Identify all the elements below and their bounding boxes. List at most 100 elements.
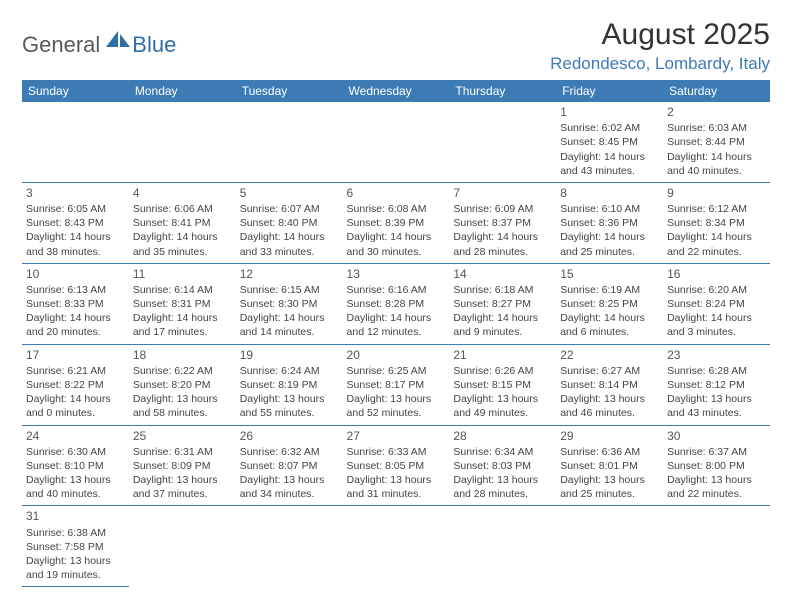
title-block: August 2025 Redondesco, Lombardy, Italy [550, 18, 770, 74]
calendar-day: 10Sunrise: 6:13 AMSunset: 8:33 PMDayligh… [22, 263, 129, 344]
calendar-day: 20Sunrise: 6:25 AMSunset: 8:17 PMDayligh… [343, 344, 450, 425]
calendar-day: 26Sunrise: 6:32 AMSunset: 8:07 PMDayligh… [236, 425, 343, 506]
day-number: 8 [560, 185, 659, 201]
day-info: Sunrise: 6:27 AMSunset: 8:14 PMDaylight:… [560, 364, 659, 421]
calendar-day: 28Sunrise: 6:34 AMSunset: 8:03 PMDayligh… [449, 425, 556, 506]
day-info: Sunrise: 6:02 AMSunset: 8:45 PMDaylight:… [560, 121, 659, 178]
calendar-day: 14Sunrise: 6:18 AMSunset: 8:27 PMDayligh… [449, 263, 556, 344]
calendar-day: 29Sunrise: 6:36 AMSunset: 8:01 PMDayligh… [556, 425, 663, 506]
day-info: Sunrise: 6:30 AMSunset: 8:10 PMDaylight:… [26, 445, 125, 502]
day-info: Sunrise: 6:09 AMSunset: 8:37 PMDaylight:… [453, 202, 552, 259]
calendar-empty [343, 506, 450, 587]
day-info: Sunrise: 6:05 AMSunset: 8:43 PMDaylight:… [26, 202, 125, 259]
day-info: Sunrise: 6:21 AMSunset: 8:22 PMDaylight:… [26, 364, 125, 421]
day-number: 15 [560, 266, 659, 282]
day-info: Sunrise: 6:19 AMSunset: 8:25 PMDaylight:… [560, 283, 659, 340]
calendar-row: 1Sunrise: 6:02 AMSunset: 8:45 PMDaylight… [22, 102, 770, 182]
calendar-day: 4Sunrise: 6:06 AMSunset: 8:41 PMDaylight… [129, 182, 236, 263]
day-info: Sunrise: 6:10 AMSunset: 8:36 PMDaylight:… [560, 202, 659, 259]
calendar-day: 31Sunrise: 6:38 AMSunset: 7:58 PMDayligh… [22, 506, 129, 587]
day-info: Sunrise: 6:34 AMSunset: 8:03 PMDaylight:… [453, 445, 552, 502]
calendar-row: 17Sunrise: 6:21 AMSunset: 8:22 PMDayligh… [22, 344, 770, 425]
day-info: Sunrise: 6:28 AMSunset: 8:12 PMDaylight:… [667, 364, 766, 421]
calendar-day: 8Sunrise: 6:10 AMSunset: 8:36 PMDaylight… [556, 182, 663, 263]
day-info: Sunrise: 6:36 AMSunset: 8:01 PMDaylight:… [560, 445, 659, 502]
day-number: 13 [347, 266, 446, 282]
day-number: 19 [240, 347, 339, 363]
calendar-empty [129, 506, 236, 587]
day-number: 7 [453, 185, 552, 201]
calendar-day: 18Sunrise: 6:22 AMSunset: 8:20 PMDayligh… [129, 344, 236, 425]
calendar-row: 10Sunrise: 6:13 AMSunset: 8:33 PMDayligh… [22, 263, 770, 344]
weekday-header: Tuesday [236, 80, 343, 102]
day-number: 17 [26, 347, 125, 363]
calendar-empty [343, 102, 450, 182]
month-title: August 2025 [550, 18, 770, 52]
calendar-day: 11Sunrise: 6:14 AMSunset: 8:31 PMDayligh… [129, 263, 236, 344]
calendar-empty [663, 506, 770, 587]
day-info: Sunrise: 6:07 AMSunset: 8:40 PMDaylight:… [240, 202, 339, 259]
day-info: Sunrise: 6:26 AMSunset: 8:15 PMDaylight:… [453, 364, 552, 421]
calendar-day: 1Sunrise: 6:02 AMSunset: 8:45 PMDaylight… [556, 102, 663, 182]
day-info: Sunrise: 6:06 AMSunset: 8:41 PMDaylight:… [133, 202, 232, 259]
calendar-day: 12Sunrise: 6:15 AMSunset: 8:30 PMDayligh… [236, 263, 343, 344]
calendar-empty [236, 102, 343, 182]
calendar-day: 13Sunrise: 6:16 AMSunset: 8:28 PMDayligh… [343, 263, 450, 344]
day-info: Sunrise: 6:16 AMSunset: 8:28 PMDaylight:… [347, 283, 446, 340]
day-number: 6 [347, 185, 446, 201]
day-info: Sunrise: 6:32 AMSunset: 8:07 PMDaylight:… [240, 445, 339, 502]
day-number: 25 [133, 428, 232, 444]
day-number: 27 [347, 428, 446, 444]
calendar-row: 3Sunrise: 6:05 AMSunset: 8:43 PMDaylight… [22, 182, 770, 263]
day-info: Sunrise: 6:22 AMSunset: 8:20 PMDaylight:… [133, 364, 232, 421]
calendar-body: 1Sunrise: 6:02 AMSunset: 8:45 PMDaylight… [22, 102, 770, 587]
logo: General Blue [22, 32, 176, 58]
day-number: 5 [240, 185, 339, 201]
location: Redondesco, Lombardy, Italy [550, 54, 770, 74]
calendar-day: 9Sunrise: 6:12 AMSunset: 8:34 PMDaylight… [663, 182, 770, 263]
day-number: 30 [667, 428, 766, 444]
calendar-day: 22Sunrise: 6:27 AMSunset: 8:14 PMDayligh… [556, 344, 663, 425]
day-number: 29 [560, 428, 659, 444]
logo-text-blue: Blue [132, 32, 176, 58]
calendar-day: 24Sunrise: 6:30 AMSunset: 8:10 PMDayligh… [22, 425, 129, 506]
logo-text-general: General [22, 32, 100, 58]
day-number: 1 [560, 104, 659, 120]
calendar-empty [556, 506, 663, 587]
day-number: 26 [240, 428, 339, 444]
weekday-header: Monday [129, 80, 236, 102]
day-number: 18 [133, 347, 232, 363]
calendar-day: 21Sunrise: 6:26 AMSunset: 8:15 PMDayligh… [449, 344, 556, 425]
day-number: 20 [347, 347, 446, 363]
logo-sail-icon [104, 29, 132, 49]
calendar-day: 19Sunrise: 6:24 AMSunset: 8:19 PMDayligh… [236, 344, 343, 425]
day-number: 9 [667, 185, 766, 201]
calendar-row: 31Sunrise: 6:38 AMSunset: 7:58 PMDayligh… [22, 506, 770, 587]
calendar-day: 27Sunrise: 6:33 AMSunset: 8:05 PMDayligh… [343, 425, 450, 506]
day-number: 3 [26, 185, 125, 201]
header: General Blue August 2025 Redondesco, Lom… [22, 18, 770, 74]
day-number: 21 [453, 347, 552, 363]
weekday-header-row: SundayMondayTuesdayWednesdayThursdayFrid… [22, 80, 770, 102]
day-number: 16 [667, 266, 766, 282]
weekday-header: Wednesday [343, 80, 450, 102]
weekday-header: Friday [556, 80, 663, 102]
day-number: 2 [667, 104, 766, 120]
day-number: 11 [133, 266, 232, 282]
calendar-empty [449, 506, 556, 587]
calendar-empty [236, 506, 343, 587]
day-info: Sunrise: 6:37 AMSunset: 8:00 PMDaylight:… [667, 445, 766, 502]
calendar-day: 2Sunrise: 6:03 AMSunset: 8:44 PMDaylight… [663, 102, 770, 182]
day-info: Sunrise: 6:12 AMSunset: 8:34 PMDaylight:… [667, 202, 766, 259]
calendar-day: 17Sunrise: 6:21 AMSunset: 8:22 PMDayligh… [22, 344, 129, 425]
day-info: Sunrise: 6:24 AMSunset: 8:19 PMDaylight:… [240, 364, 339, 421]
day-number: 14 [453, 266, 552, 282]
calendar-day: 23Sunrise: 6:28 AMSunset: 8:12 PMDayligh… [663, 344, 770, 425]
day-info: Sunrise: 6:03 AMSunset: 8:44 PMDaylight:… [667, 121, 766, 178]
calendar-day: 6Sunrise: 6:08 AMSunset: 8:39 PMDaylight… [343, 182, 450, 263]
day-info: Sunrise: 6:08 AMSunset: 8:39 PMDaylight:… [347, 202, 446, 259]
calendar-day: 30Sunrise: 6:37 AMSunset: 8:00 PMDayligh… [663, 425, 770, 506]
day-number: 31 [26, 508, 125, 524]
calendar-day: 3Sunrise: 6:05 AMSunset: 8:43 PMDaylight… [22, 182, 129, 263]
weekday-header: Sunday [22, 80, 129, 102]
